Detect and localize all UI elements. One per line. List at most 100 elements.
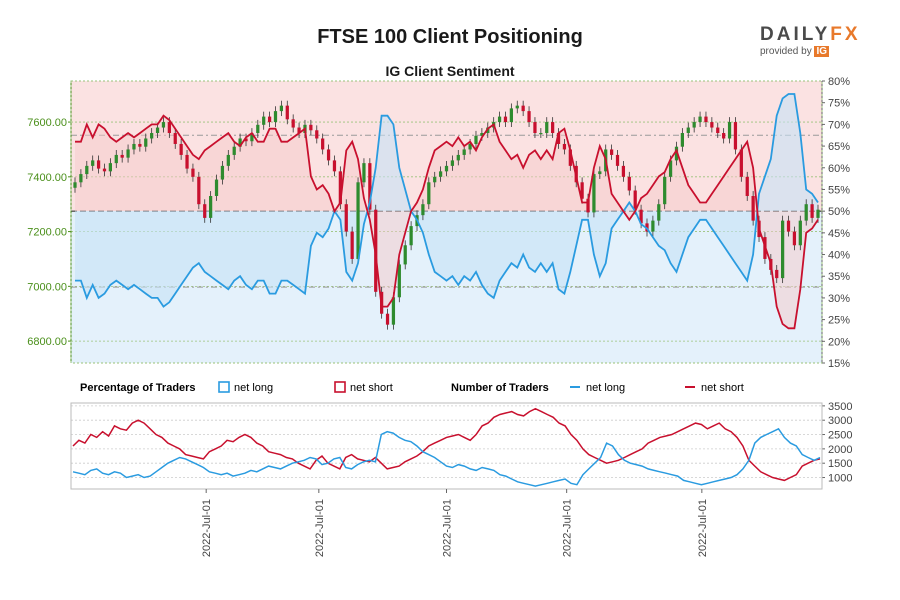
- candle-body: [427, 182, 431, 205]
- left-tick-label: 7200.00: [27, 227, 67, 239]
- candle: [539, 128, 543, 138]
- candle-body: [326, 149, 331, 161]
- candle: [273, 106, 278, 127]
- candle-body: [580, 182, 584, 199]
- candle: [161, 117, 166, 133]
- candle: [321, 133, 325, 155]
- candle: [126, 144, 130, 163]
- left-tick-label: 7600.00: [27, 117, 67, 129]
- candle-body: [144, 138, 148, 147]
- candle: [433, 171, 437, 188]
- candle-body: [527, 111, 531, 123]
- legend: Percentage of Traders net long net short…: [80, 381, 744, 394]
- candle: [686, 122, 690, 138]
- candle: [256, 119, 260, 138]
- candle: [197, 171, 201, 210]
- candle: [745, 171, 749, 201]
- candle-body: [179, 143, 183, 155]
- candle-body: [562, 143, 567, 150]
- candle-body: [474, 135, 478, 144]
- candle-body: [651, 220, 655, 232]
- x-tick-label: 2022-Jul-01: [442, 499, 454, 557]
- candle-body: [751, 195, 755, 221]
- candle-body: [704, 116, 708, 123]
- candle: [309, 119, 313, 136]
- candle: [150, 128, 154, 144]
- candle-body: [568, 149, 572, 166]
- right-tick-label: 50%: [828, 206, 850, 218]
- ig-logo: IG: [814, 46, 830, 57]
- candle: [786, 215, 791, 237]
- candle-body: [397, 264, 401, 298]
- net-short-pct-line: [75, 114, 819, 330]
- candle-body: [438, 171, 443, 177]
- candle-body: [668, 160, 673, 177]
- candle: [780, 215, 785, 284]
- candle: [680, 128, 684, 152]
- candle: [716, 122, 720, 138]
- candle: [102, 163, 107, 177]
- candle-body: [203, 204, 207, 218]
- candle: [285, 100, 289, 125]
- candle-body: [444, 165, 449, 172]
- candle-body: [680, 133, 684, 147]
- candle: [556, 128, 561, 149]
- chart-title: FTSE 100 Client Positioning: [317, 26, 583, 48]
- candle: [191, 163, 195, 182]
- candle: [503, 111, 508, 127]
- candle-body: [262, 116, 266, 125]
- candle: [362, 158, 366, 188]
- candle-body: [309, 124, 313, 131]
- candle: [144, 133, 148, 152]
- candle: [751, 191, 755, 226]
- candle: [515, 100, 519, 114]
- candle: [250, 128, 254, 147]
- candle-body: [533, 122, 537, 134]
- candle-body: [126, 149, 130, 158]
- candle-body: [96, 160, 101, 169]
- candle-body: [545, 122, 549, 134]
- candle-body: [232, 146, 236, 155]
- legend-pct-long-label: net long: [234, 382, 273, 394]
- candle-body: [167, 122, 171, 134]
- candle: [598, 166, 602, 180]
- candle-body: [79, 174, 83, 183]
- candle-body: [663, 176, 667, 205]
- candle-body: [120, 154, 124, 158]
- candle-body: [338, 171, 342, 205]
- candle: [108, 158, 113, 177]
- candle: [474, 130, 478, 149]
- candle-body: [480, 133, 484, 136]
- legend-pct-short-swatch: [334, 381, 346, 393]
- candle-body: [150, 133, 154, 139]
- candle: [315, 125, 319, 144]
- candle: [527, 106, 531, 127]
- candle-body: [209, 195, 213, 218]
- candle: [244, 133, 248, 147]
- candle-body: [385, 313, 390, 325]
- candle-body: [297, 127, 301, 134]
- candle-body: [256, 124, 260, 134]
- candle-body: [433, 176, 437, 183]
- right-tick-label: 45%: [828, 228, 850, 240]
- left-tick-label: 7000.00: [27, 281, 67, 293]
- candle-body: [73, 182, 77, 188]
- candle: [397, 259, 401, 303]
- candle-body: [633, 190, 637, 210]
- legend-percentage-heading: Percentage of Traders: [80, 382, 196, 394]
- candle: [91, 155, 95, 171]
- right-tick-label: 60%: [828, 163, 850, 175]
- candle: [521, 100, 525, 117]
- candle: [627, 171, 631, 196]
- candle-body: [250, 133, 254, 142]
- x-tick-label: 2022-Jul-01: [697, 499, 709, 557]
- candle: [326, 144, 331, 166]
- candle-body: [456, 154, 460, 161]
- candle-body: [350, 231, 354, 259]
- candle: [214, 174, 219, 201]
- candle: [775, 264, 779, 284]
- candle: [238, 133, 242, 152]
- net-short-area: [75, 115, 818, 329]
- price-gridlines: [71, 121, 822, 342]
- left-tick-label: 7400.00: [27, 172, 67, 184]
